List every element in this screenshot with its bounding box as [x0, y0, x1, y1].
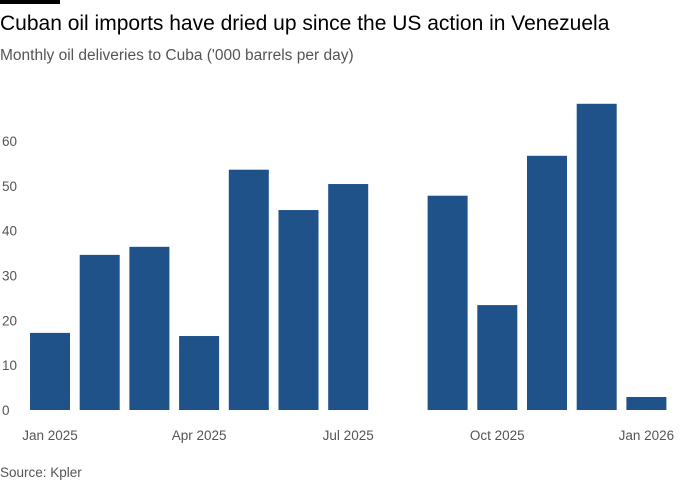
- x-tick-label: Apr 2025: [172, 428, 227, 443]
- bar-jul-2025: [328, 184, 369, 410]
- bar-may-2025: [228, 169, 269, 410]
- bar-jan-2025: [30, 332, 70, 410]
- bar-apr-2025: [179, 336, 220, 410]
- bar-nov-2025: [527, 155, 567, 410]
- brand-bar: [0, 0, 60, 4]
- y-tick-label: 50: [2, 179, 17, 194]
- y-tick-label: 10: [2, 358, 17, 373]
- chart-title: Cuban oil imports have dried up since th…: [0, 12, 610, 35]
- source-note: Source: Kpler: [0, 465, 82, 480]
- y-tick-label: 30: [2, 269, 17, 284]
- bar-sep-2025: [427, 195, 468, 410]
- y-tick-label: 60: [2, 134, 17, 149]
- x-tick-label: Jul 2025: [323, 428, 374, 443]
- bar-feb-2025: [79, 254, 120, 410]
- bar-jun-2025: [278, 210, 319, 410]
- bar-oct-2025: [477, 305, 518, 410]
- bar-dec-2025: [576, 103, 617, 410]
- y-tick-label: 20: [2, 313, 17, 328]
- chart-subtitle: Monthly oil deliveries to Cuba ('000 bar…: [0, 47, 354, 64]
- x-tick-label: Jan 2025: [22, 428, 78, 443]
- x-tick-label: Jan 2026: [619, 428, 675, 443]
- bar-jan-2026: [626, 396, 667, 410]
- x-tick-label: Oct 2025: [470, 428, 525, 443]
- bar-mar-2025: [129, 246, 170, 410]
- y-tick-label: 40: [2, 224, 17, 239]
- y-tick-label: 0: [2, 403, 10, 418]
